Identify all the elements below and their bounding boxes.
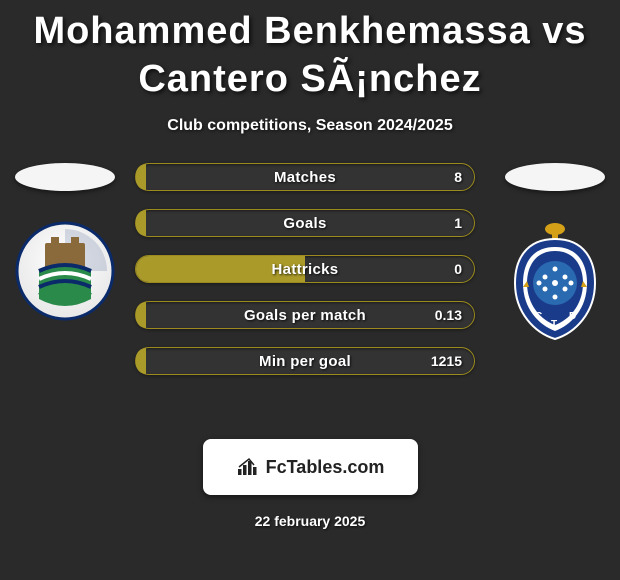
bar-value-right: 1215 bbox=[419, 348, 474, 374]
left-column bbox=[10, 163, 120, 326]
page-title: Mohammed Benkhemassa vs Cantero SÃ¡nchez bbox=[0, 0, 620, 103]
svg-text:D: D bbox=[569, 311, 576, 322]
stat-bar: Matches8 bbox=[135, 163, 475, 191]
bar-value-right: 8 bbox=[442, 164, 474, 190]
right-column: C D T bbox=[500, 163, 610, 346]
subtitle: Club competitions, Season 2024/2025 bbox=[0, 117, 620, 135]
chart-icon bbox=[236, 457, 260, 477]
stat-bar: Min per goal1215 bbox=[135, 347, 475, 375]
stat-bars: Matches8 Goals1 Hattricks0 Goals per match0… bbox=[135, 163, 475, 375]
svg-text:T: T bbox=[551, 319, 557, 330]
brand-badge: FcTables.com bbox=[203, 439, 418, 495]
tenerife-crest: C D T bbox=[505, 221, 605, 346]
date-text: 22 february 2025 bbox=[0, 513, 620, 529]
stat-bar: Goals1 bbox=[135, 209, 475, 237]
bar-value-right: 0.13 bbox=[423, 302, 474, 328]
comparison-panel: C D T Matches8 Goals1 Hattricks0 Goals per … bbox=[0, 163, 620, 413]
malaga-crest bbox=[15, 221, 115, 326]
stat-bar: Hattricks0 bbox=[135, 255, 475, 283]
player-right-placeholder bbox=[505, 163, 605, 191]
bar-label: Hattricks bbox=[136, 256, 474, 282]
bar-value-right: 0 bbox=[442, 256, 474, 282]
bar-label: Goals bbox=[136, 210, 474, 236]
bar-label: Matches bbox=[136, 164, 474, 190]
brand-text: FcTables.com bbox=[266, 457, 385, 478]
stat-bar: Goals per match0.13 bbox=[135, 301, 475, 329]
bar-value-right: 1 bbox=[442, 210, 474, 236]
svg-text:C: C bbox=[535, 311, 542, 322]
player-left-placeholder bbox=[15, 163, 115, 191]
